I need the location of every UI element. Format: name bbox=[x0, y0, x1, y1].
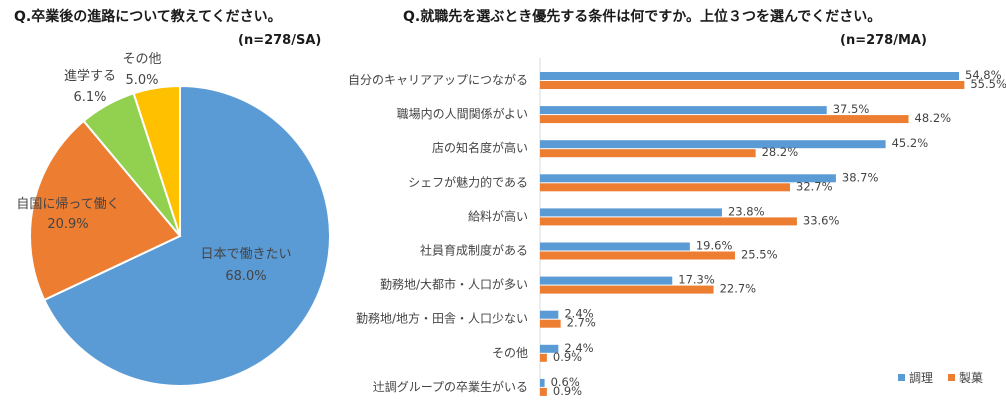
bar-value-label: 22.7% bbox=[720, 282, 757, 296]
bar-value-label: 37.5% bbox=[833, 102, 870, 116]
pie-chart: Q.卒業後の進路について教えてください。 (n=278/SA) 日本で働きたい 6… bbox=[14, 8, 331, 387]
bar-confectionery bbox=[540, 217, 797, 226]
pie-subtitle: (n=278/SA) bbox=[238, 33, 321, 48]
bar-subtitle: (n=278/MA) bbox=[840, 33, 927, 48]
pie-slice-label: 日本で働きたい bbox=[200, 247, 291, 262]
bar-category-label: 勤務地/地方・田舎・人口少ない bbox=[356, 311, 528, 326]
bar-value-label: 54.8% bbox=[965, 68, 1002, 82]
bar-value-label: 32.7% bbox=[796, 179, 833, 193]
bar-category-label: 自分のキャリアアップにつながる bbox=[348, 72, 528, 87]
pie-slice-value: 5.0% bbox=[125, 73, 158, 88]
bar-category-label: 辻調グループの卒業生がいる bbox=[373, 379, 528, 394]
bar-category-label: シェフが魅力的である bbox=[408, 174, 528, 189]
bar-cooking bbox=[540, 344, 559, 353]
bar-category-label: その他 bbox=[492, 346, 528, 360]
bar-value-label: 19.6% bbox=[696, 239, 733, 253]
bar-category-label: 社員育成制度がある bbox=[420, 243, 528, 258]
bar-cooking bbox=[540, 378, 545, 387]
bar-cooking bbox=[540, 140, 886, 149]
bar-confectionery bbox=[540, 387, 547, 396]
bar-category-label: 勤務地/大都市・人口が多い bbox=[380, 277, 528, 292]
bar-value-label: 17.3% bbox=[678, 273, 715, 287]
legend-swatch bbox=[898, 374, 905, 381]
bar-value-label: 48.2% bbox=[915, 111, 952, 125]
bar-confectionery bbox=[540, 353, 547, 362]
bar-value-label: 25.5% bbox=[741, 248, 778, 262]
bar-value-label: 2.7% bbox=[567, 316, 596, 330]
bar-cooking bbox=[540, 208, 722, 217]
bar-cooking bbox=[540, 242, 690, 251]
bar-value-label: 28.2% bbox=[762, 145, 799, 159]
bar-cooking bbox=[540, 106, 827, 115]
pie-title: Q.卒業後の進路について教えてください。 bbox=[14, 8, 282, 25]
pie-slice bbox=[42, 84, 331, 387]
pie-slice bbox=[132, 84, 181, 237]
pie-slice-value: 68.0% bbox=[225, 269, 266, 284]
pie-slice-label: 進学する bbox=[64, 68, 116, 84]
bar-cooking bbox=[540, 72, 959, 80]
bar-confectionery bbox=[540, 251, 735, 260]
pie-slice-label: 自国に帰って働く bbox=[16, 196, 119, 212]
bar-confectionery bbox=[540, 183, 791, 192]
bar-value-label: 0.9% bbox=[553, 350, 582, 364]
bar-confectionery bbox=[540, 285, 714, 294]
legend-label: 製菓 bbox=[959, 371, 983, 385]
bar-value-label: 2.4% bbox=[564, 341, 593, 355]
bar-value-label: 55.5% bbox=[970, 77, 1006, 91]
bar-cooking bbox=[540, 276, 673, 285]
bar-value-label: 45.2% bbox=[892, 136, 929, 150]
bar-category-labels: 自分のキャリアアップにつながる職場内の人間関係がよい店の知名度が高いシェフが魅力… bbox=[348, 72, 528, 394]
bar-value-labels: 54.8%37.5%45.2%38.7%23.8%19.6%17.3%2.4%2… bbox=[551, 68, 1006, 398]
bar-cooking bbox=[540, 174, 836, 183]
pie-slices bbox=[29, 84, 331, 387]
bar-value-label: 33.6% bbox=[803, 213, 840, 227]
bar-confectionery bbox=[540, 81, 965, 89]
bar-value-label: 2.4% bbox=[564, 307, 593, 321]
pie-slice-value: 6.1% bbox=[73, 90, 106, 105]
pie-labels: 日本で働きたい 68.0% 自国に帰って働く 20.9% 進学する 6.1% その他 5.0% bbox=[16, 52, 291, 284]
bar-cooking bbox=[540, 310, 559, 319]
bar-confectionery bbox=[540, 115, 909, 124]
bar-value-label: 38.7% bbox=[842, 170, 879, 184]
bar-marks bbox=[540, 72, 965, 396]
pie-slice bbox=[29, 119, 182, 302]
pie-slice-label: その他 bbox=[122, 52, 161, 67]
bar-category-label: 給料が高い bbox=[468, 208, 528, 223]
bar-confectionery bbox=[540, 319, 561, 328]
bar-title: Q.就職先を選ぶとき優先する条件は何ですか。上位３つを選んでください。 bbox=[403, 8, 881, 25]
bar-value-label: 23.8% bbox=[728, 204, 765, 218]
bar-legend: 調理 製菓 bbox=[898, 371, 983, 385]
pie-slice-value: 20.9% bbox=[47, 217, 88, 232]
bar-confectionery bbox=[540, 149, 756, 158]
bar-category-label: 職場内の人間関係がよい bbox=[397, 106, 528, 121]
bar-chart: Q.就職先を選ぶとき優先する条件は何ですか。上位３つを選んでください。 (n=2… bbox=[348, 8, 1006, 398]
legend-label: 調理 bbox=[909, 371, 933, 385]
bar-value-label: 0.9% bbox=[553, 384, 582, 398]
legend-swatch bbox=[948, 374, 955, 381]
bar-value-label: 0.6% bbox=[551, 375, 580, 389]
bar-category-label: 店の知名度が高い bbox=[432, 140, 528, 155]
